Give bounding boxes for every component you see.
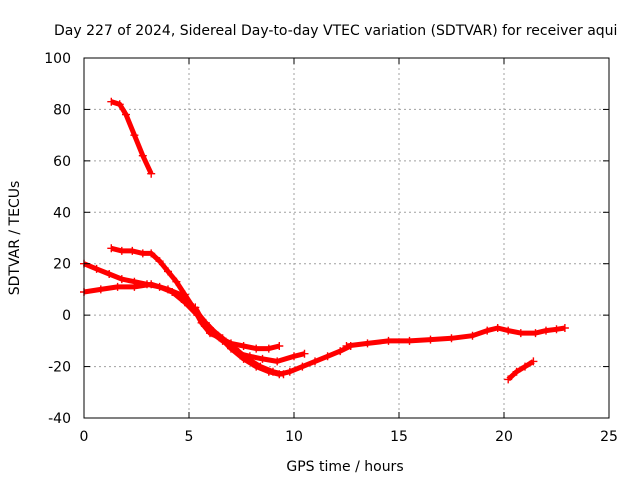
data-point	[107, 97, 116, 106]
series-arc-4	[107, 244, 284, 353]
data-point	[275, 342, 284, 350]
data-point	[164, 267, 172, 276]
data-point	[521, 362, 529, 371]
data-point	[96, 285, 105, 294]
data-point	[275, 370, 284, 379]
series-line	[506, 359, 535, 382]
data-point	[300, 349, 309, 358]
data-point	[122, 110, 130, 119]
x-axis-label: GPS time / hours	[286, 459, 403, 475]
data-point	[105, 270, 114, 278]
data-point	[252, 344, 261, 353]
y-tick-label: 80	[53, 102, 71, 118]
data-point	[542, 326, 550, 335]
data-point	[147, 249, 156, 258]
data-point	[117, 246, 126, 255]
data-point	[164, 285, 172, 294]
data-point	[107, 244, 116, 253]
data-point	[264, 367, 273, 376]
data-point	[516, 329, 525, 338]
series-line	[110, 99, 154, 175]
y-tick-label: 40	[53, 205, 71, 221]
data-point	[273, 357, 282, 366]
data-point	[560, 324, 569, 332]
series-line	[346, 325, 566, 349]
data-point	[208, 329, 217, 338]
y-axis-label: SDTVAR / TECUs	[7, 181, 23, 296]
series-arc-1	[107, 97, 156, 178]
chart-title: Day 227 of 2024, Sidereal Day-to-day VTE…	[54, 23, 617, 39]
series-arc-2	[80, 259, 288, 379]
y-tick-label: -40	[48, 411, 71, 427]
data-point	[147, 280, 156, 289]
series-arc-7	[504, 357, 538, 384]
data-point	[172, 277, 181, 286]
data-point	[311, 357, 319, 366]
series-arc-5	[191, 303, 309, 366]
data-point	[504, 375, 513, 384]
data-point	[384, 336, 393, 345]
x-tick-label: 15	[390, 429, 408, 445]
data-point	[531, 329, 540, 338]
data-point	[199, 318, 208, 327]
data-point	[235, 349, 244, 358]
series-group	[80, 97, 569, 384]
y-tick-label: 0	[62, 308, 71, 324]
x-tick-label: 25	[600, 429, 618, 445]
data-point	[147, 169, 156, 178]
data-point	[336, 347, 345, 356]
data-point	[191, 303, 200, 312]
data-point	[290, 352, 298, 361]
data-point	[218, 336, 227, 345]
data-point	[483, 326, 492, 335]
data-point	[130, 282, 139, 291]
series-line	[83, 281, 352, 377]
data-point	[130, 131, 139, 140]
data-point	[92, 264, 101, 273]
series-arc-3	[80, 280, 355, 379]
series-arc-6	[342, 324, 569, 350]
data-point	[138, 249, 147, 258]
data-point	[323, 352, 332, 361]
data-point	[117, 275, 126, 284]
data-point	[115, 100, 124, 109]
x-tick-label: 0	[80, 429, 89, 445]
data-point	[155, 257, 164, 266]
data-point	[447, 334, 456, 343]
x-tick-label: 5	[185, 429, 194, 445]
data-point	[405, 336, 414, 345]
data-point	[552, 325, 561, 334]
data-point	[512, 367, 521, 376]
data-point	[138, 151, 147, 160]
data-point	[180, 290, 189, 299]
x-tick-label: 20	[495, 429, 513, 445]
data-point	[342, 342, 351, 350]
data-point	[468, 331, 477, 340]
y-tick-label: 60	[53, 154, 71, 170]
data-point	[285, 367, 294, 376]
data-point	[252, 362, 261, 371]
y-tick-label: -20	[48, 360, 71, 376]
y-tick-label: 100	[44, 51, 71, 67]
axis-ticks: 0 5 10 15 20 25 -40 -20 0 20 40 60 80 100	[44, 51, 618, 445]
plot-frame	[83, 57, 610, 419]
data-point	[239, 342, 248, 350]
data-point	[264, 344, 273, 353]
data-point	[426, 335, 435, 344]
data-point	[245, 352, 254, 361]
data-point	[298, 362, 307, 371]
y-tick-label: 20	[53, 257, 71, 273]
data-point	[258, 354, 267, 363]
data-point	[113, 282, 122, 291]
data-point	[227, 342, 235, 350]
data-point	[529, 357, 538, 366]
data-point	[128, 246, 137, 255]
data-point	[363, 339, 372, 348]
data-point	[493, 324, 502, 332]
x-tick-label: 10	[285, 429, 303, 445]
data-point	[504, 326, 513, 335]
